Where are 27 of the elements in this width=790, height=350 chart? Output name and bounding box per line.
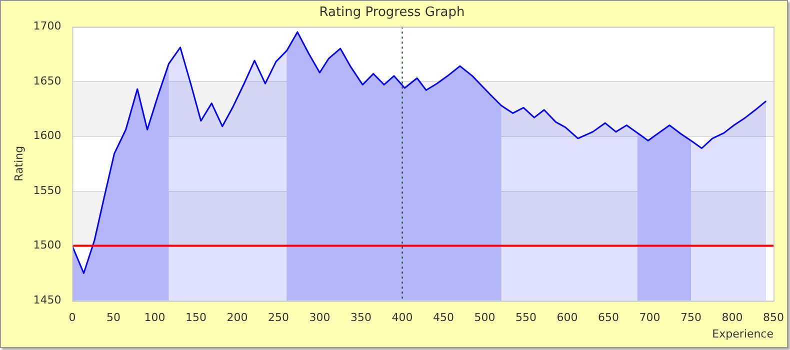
x-tick-label: 300 [309,311,330,324]
x-tick-label: 700 [639,311,660,324]
x-axis-title: Experience [712,327,774,340]
x-tick-label: 550 [515,311,536,324]
x-tick-label: 350 [350,311,372,324]
x-tick-label: 400 [392,311,413,324]
x-tick-label: 450 [432,311,454,324]
y-tick-label: 1700 [33,19,62,32]
x-tick-label: 50 [106,311,120,324]
x-tick-label: 200 [226,311,248,324]
y-axis-title: Rating [12,146,26,182]
y-tick-label: 1600 [33,129,62,142]
y-tick-label: 1450 [33,293,62,306]
x-tick-label: 650 [598,311,619,324]
x-tick-label: 850 [763,311,784,324]
x-tick-label: 100 [144,311,166,324]
y-tick-label: 1650 [33,74,62,88]
x-tick-label: 0 [68,311,76,324]
x-tick-label: 600 [556,311,578,324]
chart-title: Rating Progress Graph [319,5,465,20]
x-tick-label: 500 [474,311,496,324]
x-tick-label: 150 [185,311,206,324]
x-tick-label: 250 [268,311,289,324]
x-tick-label: 800 [722,311,743,324]
y-tick-label: 1500 [33,238,62,252]
y-tick-label: 1550 [33,184,62,197]
x-tick-label: 750 [680,311,702,324]
